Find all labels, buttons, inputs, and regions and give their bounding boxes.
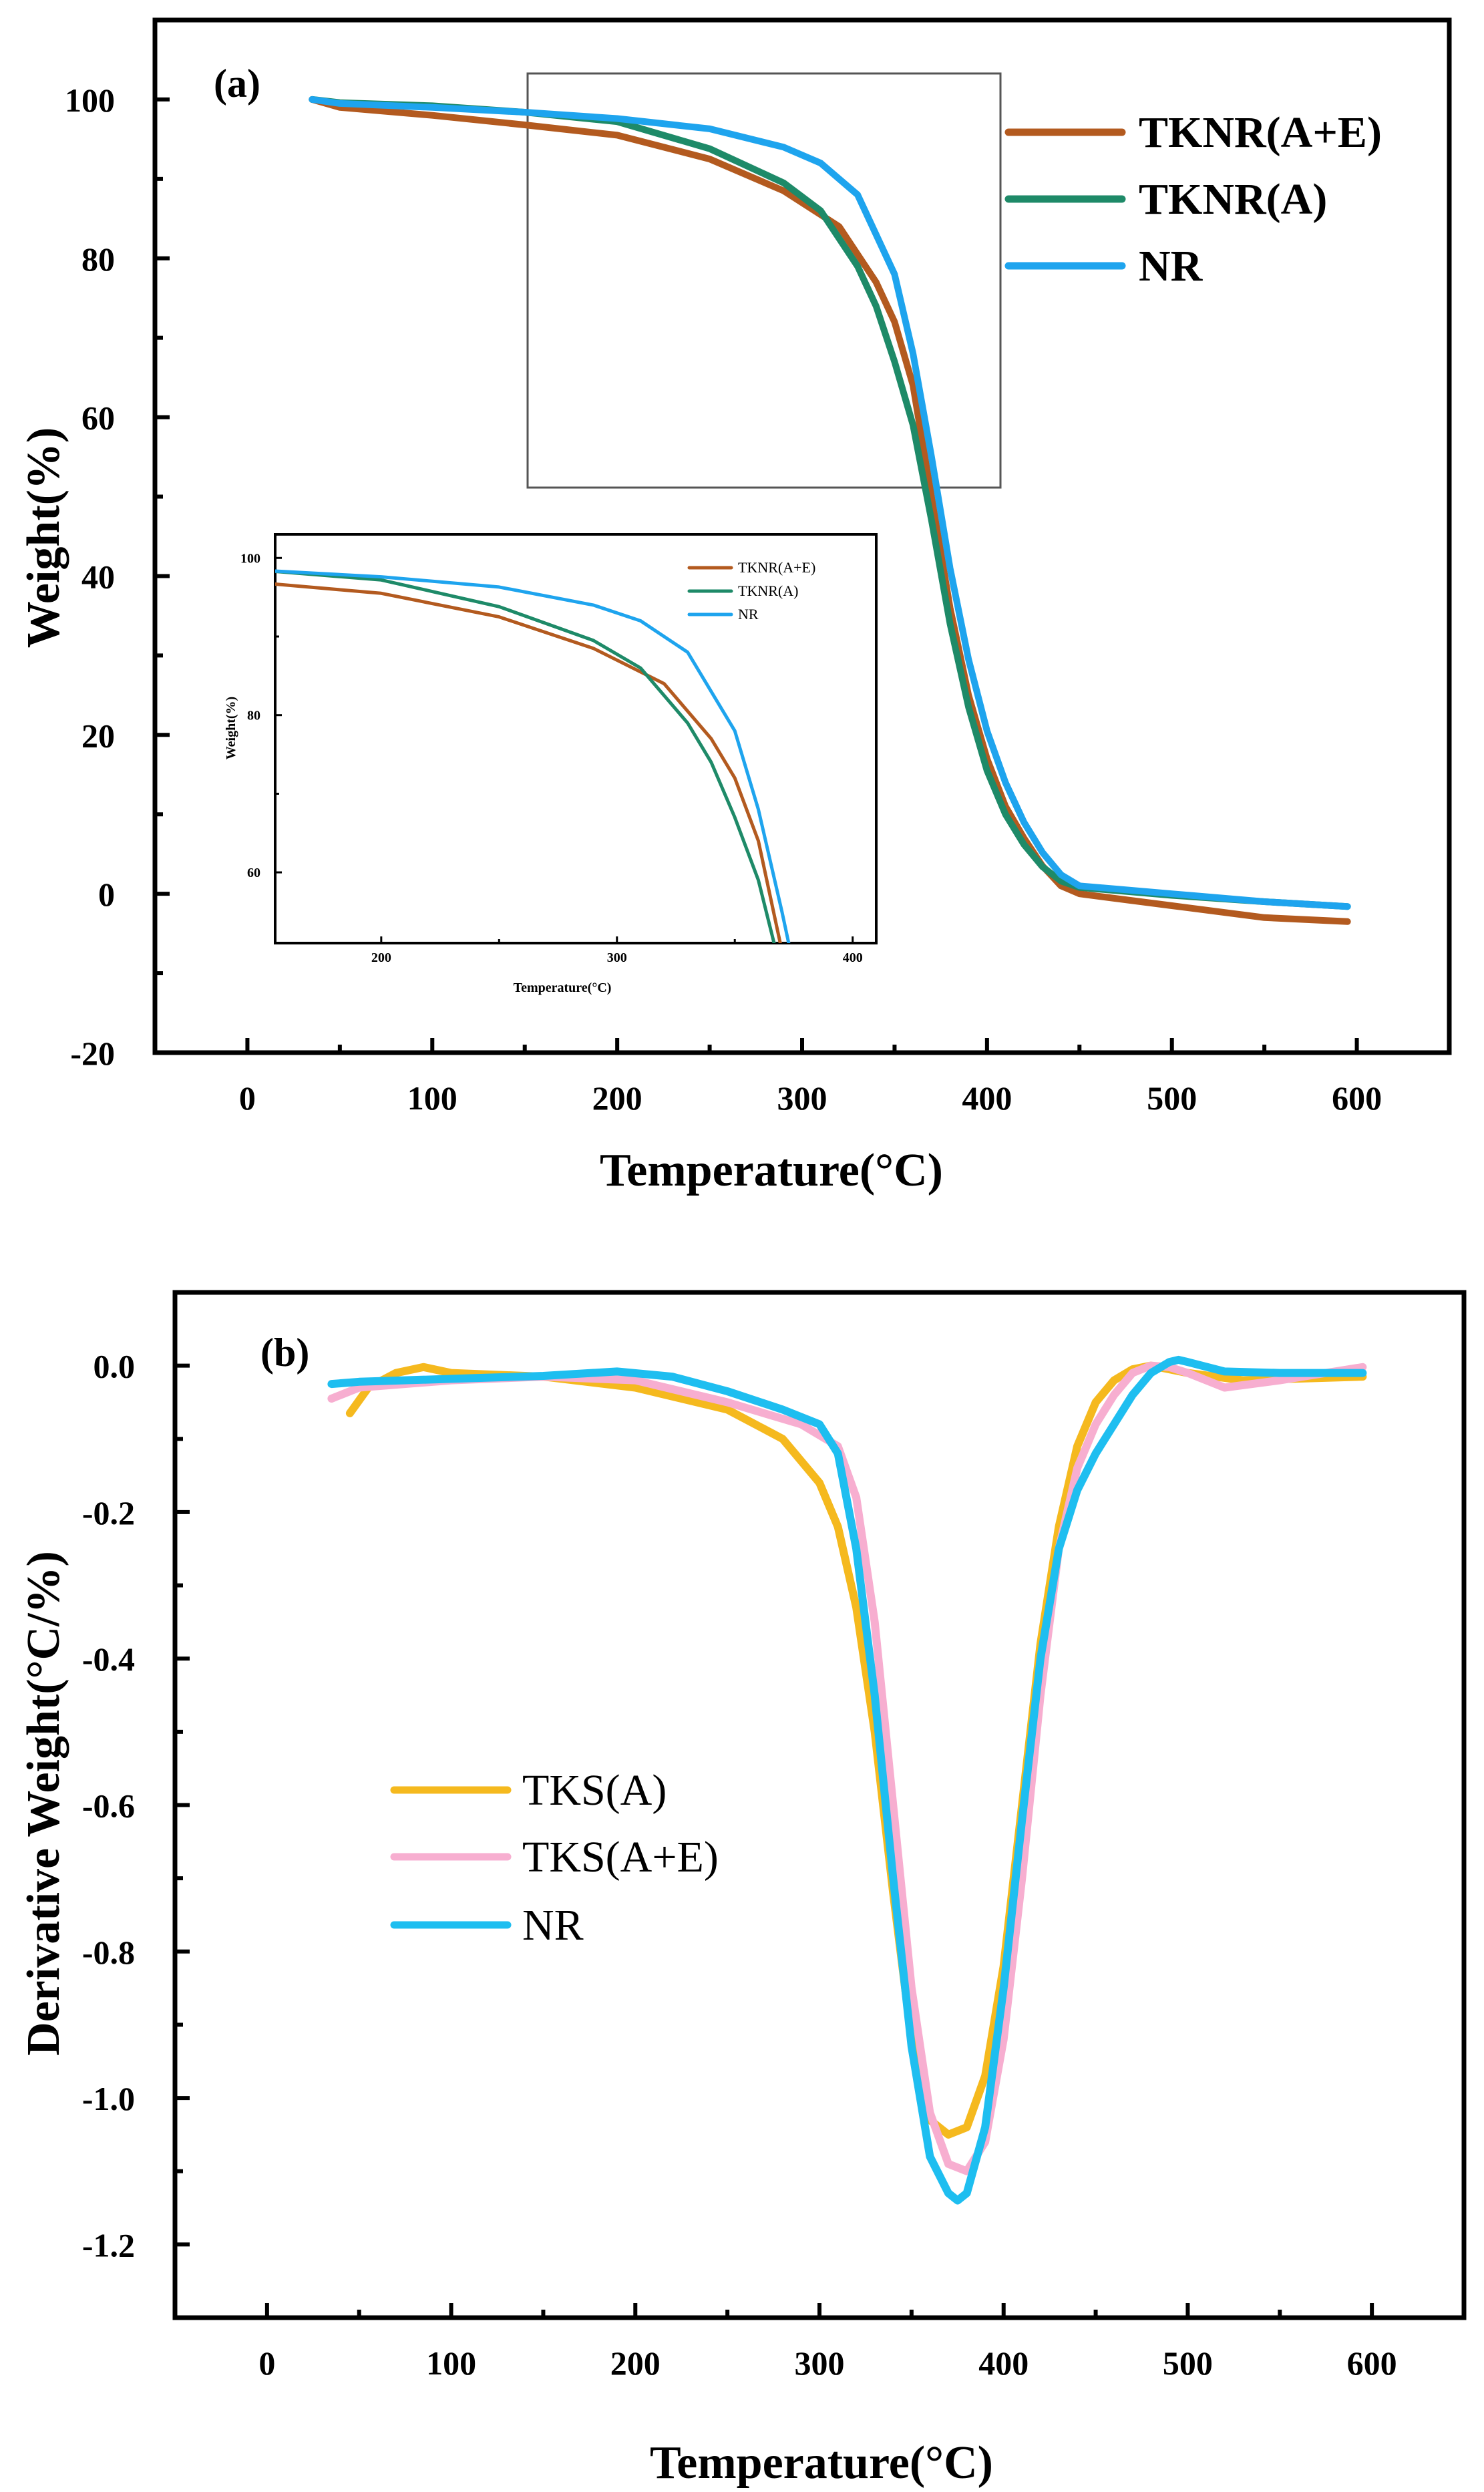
panel-a-y-tick-label: 40 bbox=[81, 558, 115, 595]
panel-a-zoom-region-box bbox=[526, 72, 1002, 489]
inset-y-axis-title: Weight(%) bbox=[224, 697, 238, 759]
panel-a-y-tick-label: 60 bbox=[81, 399, 115, 437]
panel-a-x-tick-label: 500 bbox=[1147, 1079, 1197, 1117]
inset-x-tick-label: 300 bbox=[607, 950, 627, 965]
panel-a-y-tick-label: 0 bbox=[98, 876, 115, 913]
panel-b-series bbox=[327, 1355, 1367, 2205]
panel-a-x-axis-title: Temperature(°C) bbox=[600, 1145, 943, 1196]
panel-b-ticks bbox=[175, 1363, 1374, 2318]
panel-b-x-tick-label: 0 bbox=[258, 2344, 275, 2382]
panel-a-y-tick-label: -20 bbox=[70, 1035, 115, 1072]
panel-a-weight-chart: 0 100 200 300 400 500 600 -20 0 20 40 60 80 100 (a) T… bbox=[18, 17, 1452, 1196]
inset-series-line-nr bbox=[275, 569, 791, 943]
inset-legend-label-tknr-a-e: TKNR(A+E) bbox=[738, 559, 815, 576]
inset-x-tick-label: 400 bbox=[843, 950, 863, 965]
inset-tick-labels: 200 300 400 60 80 100 bbox=[240, 551, 863, 965]
panel-a-x-tick-label: 0 bbox=[239, 1079, 256, 1117]
inset-legend-label-tknr-a: TKNR(A) bbox=[738, 582, 798, 599]
legend-label-tks-a: TKS(A) bbox=[522, 1766, 667, 1815]
panel-b-plot-frame bbox=[172, 1290, 1467, 2320]
panel-b-x-tick-label: 500 bbox=[1163, 2344, 1213, 2382]
inset-legend: TKNR(A+E) TKNR(A) NR bbox=[687, 559, 815, 622]
panel-a-inset-chart: 200 300 400 60 80 100 Temperature(°C) Weight(… bbox=[224, 533, 878, 995]
legend-label-tks-a-e: TKS(A+E) bbox=[522, 1833, 719, 1882]
series-line-tks-a-b bbox=[345, 1361, 1367, 2139]
inset-series-line-tknr-a bbox=[275, 570, 776, 943]
panel-b-x-tick-label: 200 bbox=[610, 2344, 661, 2382]
series-line-nr-b bbox=[327, 1355, 1367, 2205]
panel-a-tick-labels: 0 100 200 300 400 500 600 -20 0 20 40 60 80 100 bbox=[65, 81, 1382, 1117]
panel-a-legend: TKNR(A+E) TKNR(A) NR bbox=[1004, 108, 1382, 291]
panel-a-x-tick-label: 100 bbox=[407, 1079, 457, 1117]
inset-x-axis-title: Temperature(°C) bbox=[514, 981, 612, 995]
panel-a-ticks bbox=[155, 97, 1359, 1055]
inset-legend-label-nr: NR bbox=[738, 606, 759, 622]
panel-a-series bbox=[309, 96, 1351, 925]
panel-b-y-tick-label: -0.4 bbox=[82, 1640, 135, 1678]
panel-b-label: (b) bbox=[260, 1330, 309, 1375]
inset-series bbox=[275, 569, 791, 943]
inset-y-tick-label: 80 bbox=[247, 709, 260, 723]
panel-b-x-tick-label: 100 bbox=[426, 2344, 476, 2382]
panel-a-x-tick-label: 300 bbox=[777, 1079, 827, 1117]
inset-plot-frame bbox=[274, 533, 878, 944]
legend-label-tknr-a: TKNR(A) bbox=[1139, 175, 1327, 224]
inset-x-tick-label: 200 bbox=[371, 950, 391, 965]
panel-b-y-tick-label: -1.2 bbox=[82, 2226, 135, 2264]
panel-b-legend: TKS(A) TKS(A+E) NR bbox=[390, 1766, 719, 1950]
panel-b-x-tick-label: 300 bbox=[795, 2344, 845, 2382]
legend-label-nr: NR bbox=[1139, 242, 1203, 291]
panel-b-x-tick-label: 600 bbox=[1347, 2344, 1397, 2382]
panel-b-tick-labels: 0 100 200 300 400 500 600 -1.2 -1.0 -0.8 -0.6 -0.4 -… bbox=[82, 1348, 1397, 2382]
panel-a-y-axis-title: Weight(%) bbox=[18, 427, 69, 649]
legend-label-nr-b: NR bbox=[522, 1901, 584, 1950]
panel-b-x-axis-title: Temperature(°C) bbox=[650, 2437, 993, 2489]
legend-label-tknr-a-e: TKNR(A+E) bbox=[1139, 108, 1382, 157]
panel-a-y-tick-label: 100 bbox=[65, 81, 115, 119]
panel-b-y-tick-label: -0.2 bbox=[82, 1494, 135, 1532]
panel-b-y-axis-title: Derivative Weight(°C/%) bbox=[18, 1551, 69, 2056]
panel-b-derivative-chart: 0 100 200 300 400 500 600 -1.2 -1.0 -0.8 -0.6 -0.4 -… bbox=[18, 1290, 1467, 2489]
inset-y-tick-label: 100 bbox=[240, 551, 260, 566]
series-line-nr bbox=[309, 96, 1351, 910]
panel-b-y-tick-label: 0.0 bbox=[94, 1348, 136, 1385]
panel-a-x-tick-label: 200 bbox=[592, 1079, 642, 1117]
panel-a-y-tick-label: 80 bbox=[81, 240, 115, 278]
panel-b-y-tick-label: -0.6 bbox=[82, 1787, 135, 1825]
panel-b-x-tick-label: 400 bbox=[978, 2344, 1029, 2382]
panel-a-x-tick-label: 400 bbox=[962, 1079, 1012, 1117]
inset-series-line-tknr-a-e bbox=[275, 582, 782, 943]
inset-y-tick-label: 60 bbox=[247, 866, 260, 880]
panel-a-label: (a) bbox=[214, 61, 260, 106]
inset-ticks bbox=[275, 556, 854, 943]
panel-a-y-tick-label: 20 bbox=[81, 717, 115, 754]
panel-a-x-tick-label: 600 bbox=[1332, 1079, 1382, 1117]
panel-b-y-tick-label: -0.8 bbox=[82, 1934, 135, 1971]
panel-b-y-tick-label: -1.0 bbox=[82, 2080, 135, 2117]
series-line-tknr-a-e bbox=[309, 96, 1351, 925]
